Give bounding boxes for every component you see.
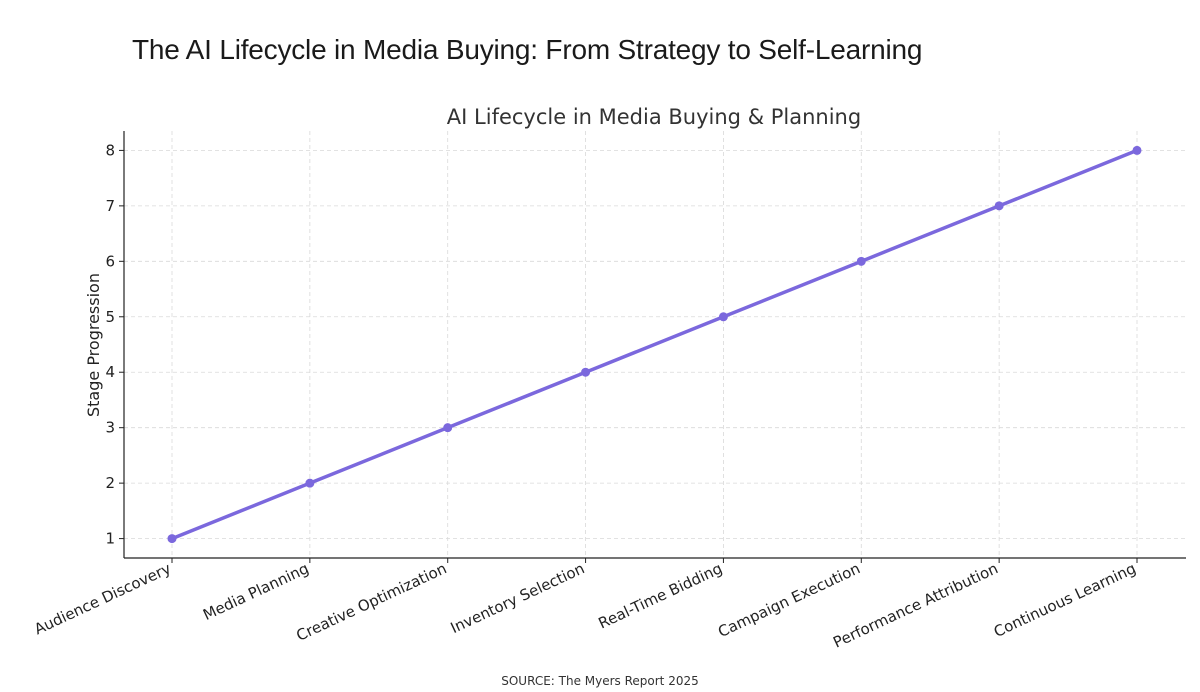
grid-lines — [124, 131, 1186, 558]
x-tick-labels: Audience Discovery Media PlanningCreative… — [31, 559, 1138, 651]
axes — [119, 131, 1186, 563]
data-point — [305, 478, 315, 488]
x-tick-label: Media Planning — [200, 559, 311, 624]
data-point — [718, 312, 728, 322]
chart-title: AI Lifecycle in Media Buying & Planning — [447, 105, 861, 129]
x-tick-label: Continuous Learning — [991, 559, 1139, 641]
data-point — [443, 423, 453, 433]
y-tick-label: 8 — [105, 141, 115, 159]
data-point — [581, 367, 591, 377]
data-point — [994, 201, 1004, 211]
x-tick-label: Campaign Execution — [715, 559, 863, 641]
y-axis-label: Stage Progression — [84, 273, 103, 417]
y-tick-label: 2 — [105, 474, 115, 492]
series-polyline — [170, 148, 1139, 541]
x-tick-label: Real-Time Bidding — [596, 559, 726, 632]
x-tick-label: Creative Optimization — [294, 559, 450, 644]
x-tick-label: Inventory Selection — [448, 559, 588, 637]
series-line — [170, 148, 1139, 541]
page-headline: The AI Lifecycle in Media Buying: From S… — [132, 34, 923, 65]
y-tick-labels: 1 2 3 4 5 6 7 8 — [105, 141, 115, 547]
y-tick-label: 5 — [105, 308, 115, 326]
data-point — [856, 256, 866, 266]
data-point — [167, 534, 177, 544]
x-tick-label: Audience Discovery — [31, 559, 173, 638]
y-tick-label: 6 — [105, 252, 115, 270]
data-points — [167, 145, 1142, 544]
y-tick-label: 3 — [105, 419, 115, 437]
data-point — [1132, 145, 1142, 155]
source-note: SOURCE: The Myers Report 2025 — [501, 674, 699, 688]
y-tick-label: 7 — [105, 197, 115, 215]
y-tick-label: 1 — [105, 530, 115, 548]
y-tick-label: 4 — [105, 363, 115, 381]
